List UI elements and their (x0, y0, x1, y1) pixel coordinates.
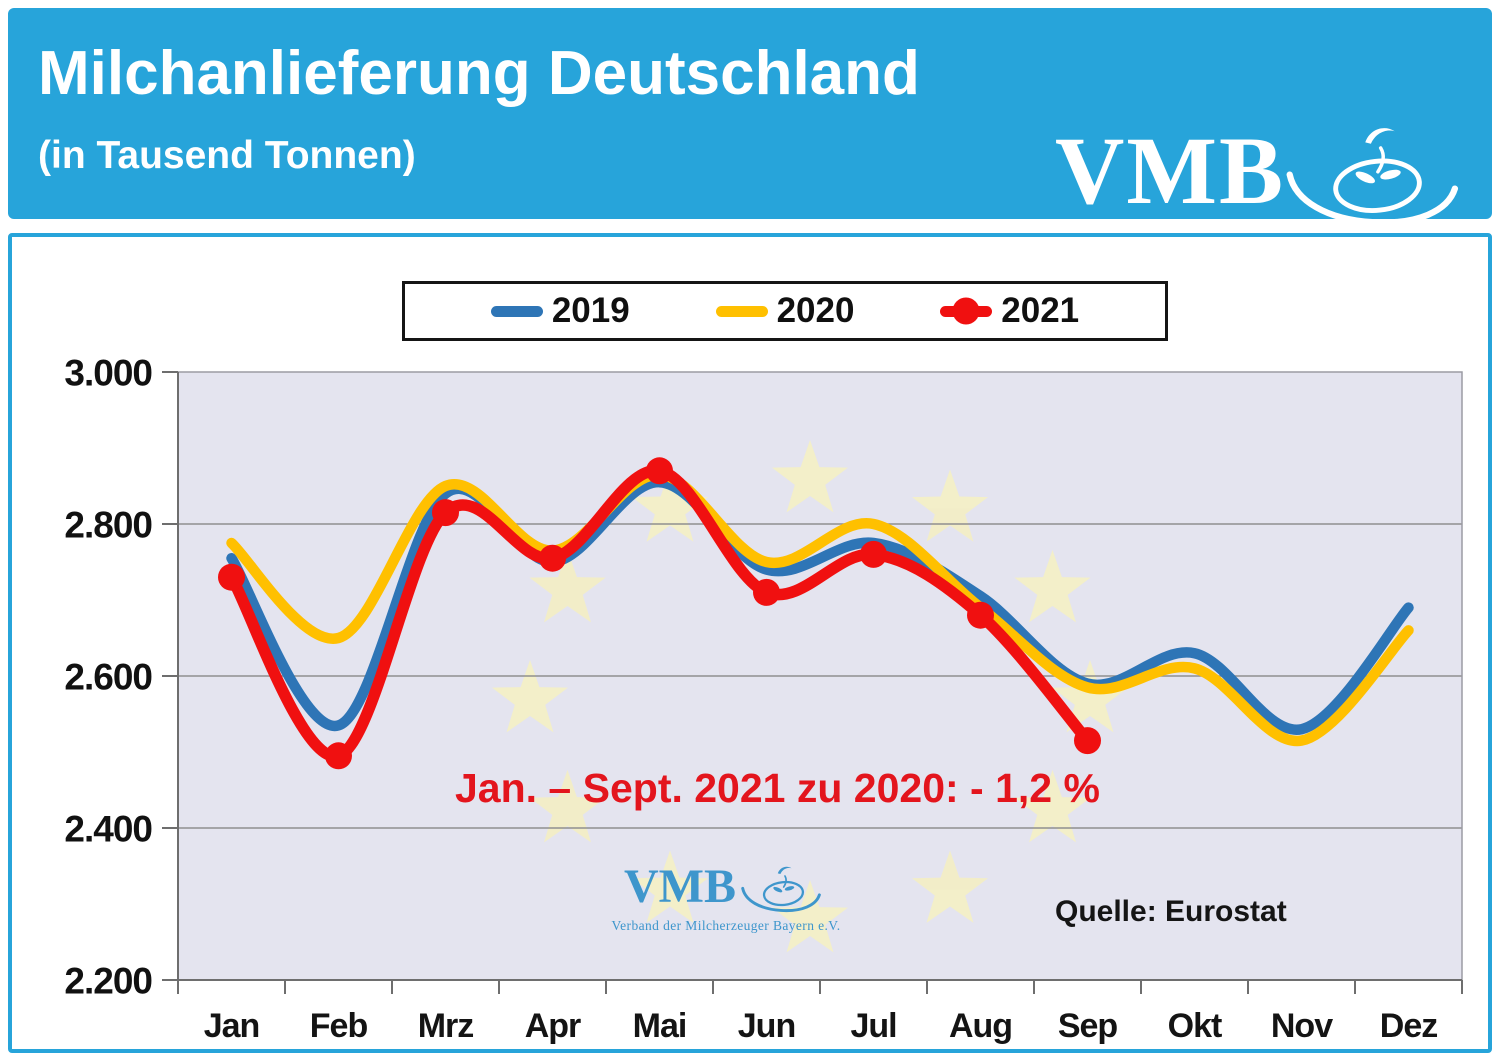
data-marker-2021 (646, 457, 673, 485)
milk-swirl-watermark-icon (741, 866, 821, 913)
eu-stars-watermark (492, 440, 1128, 953)
chart-panel: 3.000 2.800 2.600 2.400 2.200 Jan Feb Mrz Apr Mai… (8, 233, 1492, 1053)
y-axis-label: 2.200 (64, 960, 152, 1001)
data-marker-2021 (860, 540, 887, 568)
data-marker-2021 (218, 563, 245, 591)
x-axis-label: Nov (1271, 1007, 1333, 1045)
eu-star (772, 440, 848, 513)
x-axis-label: Jul (850, 1007, 896, 1045)
milk-swirl-icon (1286, 128, 1459, 226)
y-axis-label: 2.600 (64, 656, 152, 697)
data-marker-2021 (539, 544, 566, 572)
annotation-text: Jan. – Sept. 2021 zu 2020: - 1,2 % (455, 765, 1100, 811)
legend: 2019 2020 2021 (402, 281, 1168, 341)
series-line-2019 (226, 476, 1414, 735)
series-line-2021 (225, 465, 1094, 762)
eu-star (1014, 550, 1091, 623)
eu-star (772, 880, 848, 953)
x-axis-label: Mrz (418, 1007, 474, 1045)
x-axis-label: Mai (633, 1007, 687, 1045)
x-axis-label: Jan (204, 1007, 260, 1045)
source-text: Quelle: Eurostat (1055, 895, 1287, 928)
eu-star (492, 660, 568, 733)
plot-area: 3.000 2.800 2.600 2.400 2.200 Jan Feb Mrz Apr Mai… (64, 352, 1463, 1045)
data-marker-2021 (1074, 727, 1101, 755)
y-axis-label: 2.400 (64, 808, 152, 849)
legend-item-2021: 2021 (940, 291, 1079, 331)
vmb-watermark-caption: Verband der Milcherzeuger Bayern e.V. (611, 918, 841, 933)
series-markers-2021 (218, 457, 1101, 770)
eu-star (529, 770, 606, 843)
eu-star (1052, 660, 1128, 733)
y-axis-label: 3.000 (64, 352, 152, 393)
gridlines (178, 523, 1462, 829)
eu-star (1014, 770, 1091, 843)
header-banner: Milchanlieferung Deutschland (in Tausend… (8, 8, 1492, 226)
eu-star (632, 850, 708, 923)
data-marker-2021 (753, 578, 780, 606)
y-axis-label: 2.800 (64, 504, 152, 545)
x-axis-label: Feb (310, 1007, 368, 1045)
legend-label-2019: 2019 (551, 291, 630, 330)
vmb-logo-text: VMB (1055, 117, 1285, 224)
legend-item-2019: 2019 (490, 291, 630, 331)
data-marker-2021 (967, 601, 994, 629)
legend-label-2020: 2020 (776, 291, 855, 330)
legend-key-2019 (490, 305, 543, 317)
x-axis-label: Aug (949, 1007, 1012, 1045)
eu-star (912, 850, 988, 923)
x-axis-label: Apr (525, 1007, 581, 1045)
eu-star (529, 550, 606, 623)
vmb-watermark-text: VMB (624, 860, 736, 913)
data-marker-2021 (325, 742, 352, 770)
legend-key-2020 (715, 305, 768, 317)
vmb-watermark: VMB Verband der Milcherzeuger Bayern e.V… (606, 859, 846, 934)
eu-star (632, 469, 708, 542)
x-axis-label: Sep (1058, 1007, 1118, 1045)
legend-label-2021: 2021 (1001, 291, 1080, 330)
x-axis-label: Dez (1380, 1007, 1437, 1045)
vmb-logo: VMB (1055, 110, 1474, 232)
series-line-2020 (226, 469, 1414, 747)
eu-star (912, 469, 988, 542)
legend-key-2021 (940, 297, 993, 325)
data-marker-2021 (432, 499, 459, 527)
x-axis-label: Jun (738, 1007, 795, 1045)
x-axis-label: Okt (1168, 1007, 1222, 1045)
page-subtitle: (in Tausend Tonnen) (38, 134, 416, 177)
legend-item-2020: 2020 (715, 291, 855, 331)
page-title: Milchanlieferung Deutschland (38, 39, 920, 108)
